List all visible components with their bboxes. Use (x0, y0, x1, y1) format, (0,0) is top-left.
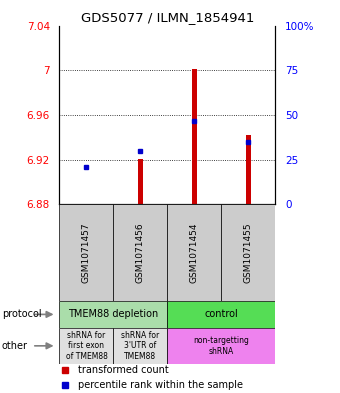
Bar (168, 204, 221, 301)
Text: shRNA for
3'UTR of
TMEM88: shRNA for 3'UTR of TMEM88 (121, 331, 159, 361)
Text: shRNA for
first exon
of TMEM88: shRNA for first exon of TMEM88 (66, 331, 107, 361)
Text: percentile rank within the sample: percentile rank within the sample (78, 380, 243, 390)
Text: transformed count: transformed count (78, 365, 169, 375)
Text: GSM1071457: GSM1071457 (82, 222, 91, 283)
Bar (59, 301, 168, 328)
Bar (168, 328, 275, 364)
Bar (59, 204, 114, 301)
Text: TMEM88 depletion: TMEM88 depletion (68, 309, 158, 320)
Bar (192, 69, 197, 204)
Bar (138, 158, 143, 204)
Text: protocol: protocol (2, 309, 41, 320)
Text: non-targetting
shRNA: non-targetting shRNA (193, 336, 249, 356)
Title: GDS5077 / ILMN_1854941: GDS5077 / ILMN_1854941 (81, 11, 254, 24)
Bar (114, 204, 167, 301)
Bar (59, 328, 114, 364)
Text: control: control (205, 309, 238, 320)
Text: GSM1071454: GSM1071454 (190, 222, 199, 283)
Text: other: other (2, 341, 28, 351)
Bar (221, 204, 275, 301)
Bar (246, 135, 251, 204)
Bar (84, 204, 89, 206)
Bar (168, 301, 275, 328)
Text: GSM1071456: GSM1071456 (136, 222, 145, 283)
Text: GSM1071455: GSM1071455 (244, 222, 253, 283)
Bar (114, 328, 167, 364)
